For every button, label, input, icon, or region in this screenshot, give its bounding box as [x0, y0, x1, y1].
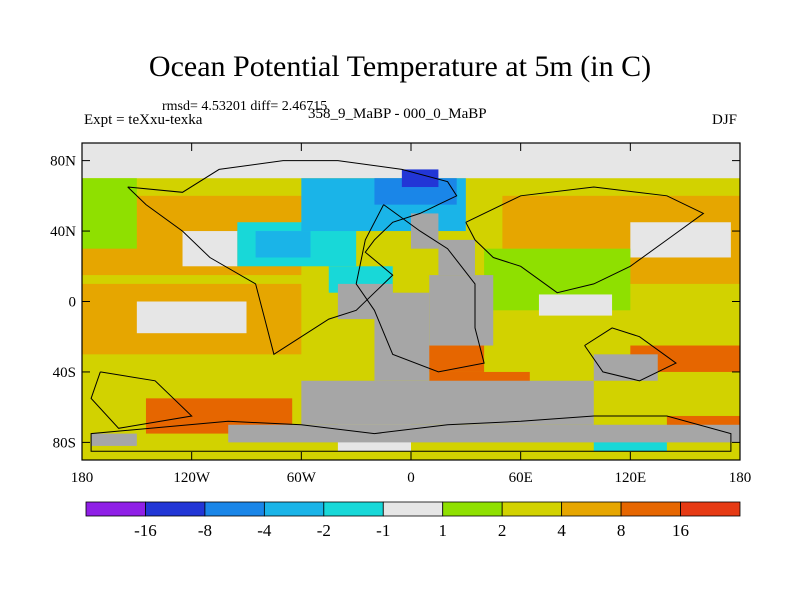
temperature-region-7: [182, 231, 238, 267]
temperature-region-8: [630, 222, 731, 258]
temperature-region-21: [401, 169, 439, 188]
temperature-region-19: [255, 231, 311, 258]
colorbar-swatch-5: [382, 501, 444, 517]
y-tick-label: 80N: [50, 154, 76, 170]
colorbar-label: -4: [257, 521, 272, 540]
period-subtitle: 358_9_MaBP - 000_0_MaBP: [308, 106, 487, 122]
colorbar-swatch-9: [620, 501, 681, 517]
missing-region-1: [301, 380, 594, 425]
colorbar-label: -8: [198, 521, 212, 540]
missing-region-8: [91, 433, 137, 446]
missing-region-6: [438, 239, 475, 276]
experiment-label: Expt = teXxu-texka: [84, 112, 203, 128]
rmsd-diff-stats: rmsd= 4.53201 diff= 2.46715: [162, 99, 328, 114]
y-tick-label: 40S: [53, 365, 76, 381]
temperature-region-6: [82, 178, 137, 249]
missing-region-7: [593, 354, 658, 381]
x-tick-label: 120W: [173, 470, 211, 486]
colorbar-swatch-0: [85, 501, 146, 517]
colorbar-swatch-2: [204, 501, 265, 517]
coastline-0: [127, 160, 458, 356]
coastline-4: [90, 371, 193, 429]
x-tick-label: 180: [729, 470, 752, 486]
colorbar-swatch-8: [561, 501, 622, 517]
temperature-region-11: [538, 294, 613, 316]
colorbar-label: 2: [498, 521, 507, 540]
colorbar-swatch-4: [323, 501, 384, 517]
colorbar-label: 1: [438, 521, 447, 540]
x-tick-label: 120E: [614, 470, 646, 486]
y-tick-label: 0: [69, 295, 77, 311]
colorbar-label: 8: [617, 521, 626, 540]
coastline-5: [90, 415, 732, 452]
x-tick-label: 60E: [509, 470, 533, 486]
season-label: DJF: [712, 112, 738, 128]
missing-region-3: [429, 275, 494, 346]
y-tick-label: 80S: [53, 435, 76, 451]
colorbar-swatch-1: [145, 501, 206, 517]
coastline-3: [584, 327, 677, 382]
missing-region-5: [411, 213, 439, 249]
chart-title: Ocean Potential Temperature at 5m (in C): [148, 50, 652, 83]
colorbar-label: -2: [317, 521, 331, 540]
colorbar-label: 4: [557, 521, 566, 540]
colorbar-label: -1: [376, 521, 390, 540]
colorbar-label: 16: [672, 521, 689, 540]
colorbar-swatch-6: [442, 501, 503, 517]
colorbar-swatch-3: [263, 501, 325, 517]
x-tick-label: 0: [407, 470, 415, 486]
y-tick-label: 40N: [50, 224, 76, 240]
colorbar-label: -16: [134, 521, 157, 540]
temperature-region-9: [136, 301, 247, 334]
colorbar-swatch-7: [501, 501, 563, 517]
x-tick-label: 60W: [287, 470, 317, 486]
x-tick-label: 180: [71, 470, 94, 486]
coastline-1: [355, 204, 485, 373]
colorbar-swatch-10: [680, 501, 741, 517]
coastline-2: [465, 186, 705, 294]
missing-region-0: [228, 424, 740, 443]
